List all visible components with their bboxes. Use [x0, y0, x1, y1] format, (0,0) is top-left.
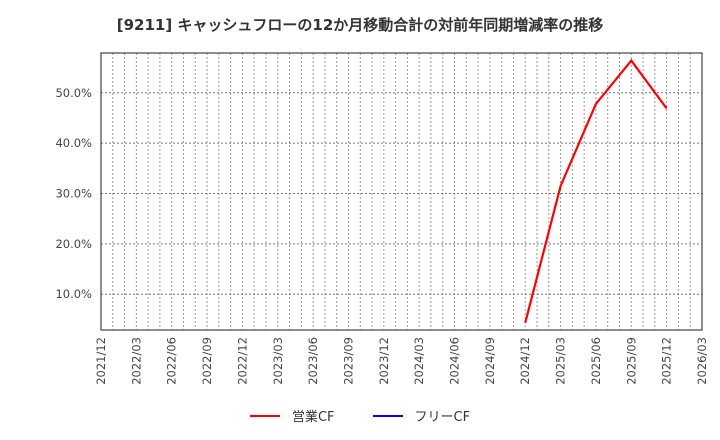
x-tick-label: 2023/12 [377, 337, 391, 385]
legend: 営業CF フリーCF [0, 406, 720, 425]
x-tick-label: 2022/12 [235, 337, 249, 385]
y-tick-label: 20.0% [55, 237, 92, 251]
legend-swatch-free-cf [372, 414, 403, 417]
y-tick-label: 10.0% [55, 287, 92, 301]
legend-label-free-cf: フリーCF [414, 410, 471, 425]
grid-lines [101, 53, 702, 330]
x-tick-label: 2021/12 [94, 337, 108, 385]
legend-item-operating-cf: 営業CF [249, 406, 335, 425]
x-tick-label: 2022/03 [129, 337, 143, 385]
x-tick-label: 2023/09 [341, 337, 355, 385]
x-tick-label: 2024/12 [518, 337, 532, 385]
x-axis: 2021/12 2022/03 2022/06 2022/09 2022/12 2023/… [94, 337, 709, 385]
legend-item-free-cf: フリーCF [372, 406, 471, 425]
x-tick-label: 2024/09 [483, 337, 497, 385]
y-tick-label: 40.0% [55, 136, 92, 150]
legend-swatch-operating-cf [249, 414, 280, 417]
x-tick-label: 2025/09 [624, 337, 638, 385]
x-tick-label: 2023/03 [271, 337, 285, 385]
x-tick-label: 2025/06 [589, 337, 603, 385]
legend-label-operating-cf: 営業CF [291, 410, 335, 425]
y-axis: 10.0% 20.0% 30.0% 40.0% 50.0% [55, 86, 92, 301]
plot-frame [100, 52, 703, 331]
y-tick-label: 50.0% [55, 86, 92, 100]
x-tick-label: 2022/06 [165, 337, 179, 385]
x-tick-label: 2022/09 [200, 337, 214, 385]
x-tick-label: 2024/03 [412, 337, 426, 385]
chart-title: [9211] キャッシュフローの12か月移動合計の対前年同期増減率の推移 [116, 16, 604, 34]
series-line [524, 58, 668, 324]
y-tick-label: 30.0% [55, 187, 92, 201]
series-lines [524, 58, 668, 324]
x-tick-label: 2026/03 [695, 337, 709, 385]
x-tick-label: 2025/03 [554, 337, 568, 385]
x-tick-label: 2024/06 [448, 337, 462, 385]
x-tick-label: 2025/12 [660, 337, 674, 385]
x-tick-label: 2023/06 [306, 337, 320, 385]
